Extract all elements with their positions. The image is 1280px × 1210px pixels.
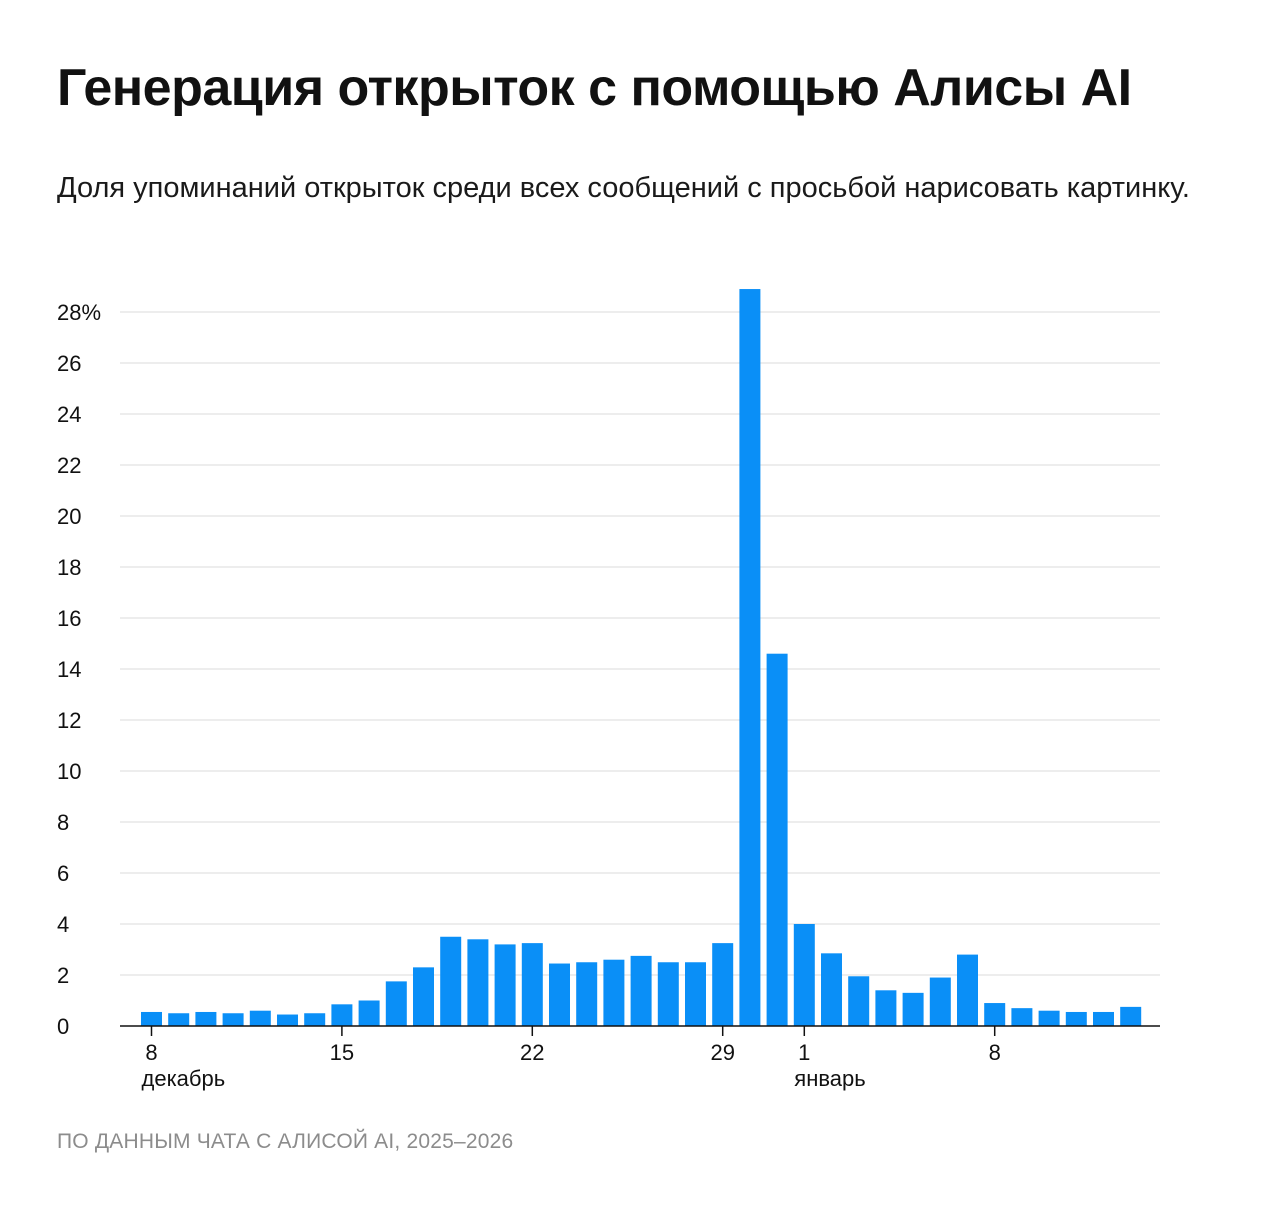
bar [494, 944, 516, 1026]
x-tick-label: 15 [330, 1040, 354, 1065]
bar [630, 955, 652, 1026]
bar [304, 1013, 326, 1026]
bar [195, 1011, 217, 1026]
bar [875, 990, 897, 1026]
bar [413, 967, 434, 1026]
y-tick-label: 0 [57, 1014, 69, 1039]
y-tick-label: 20 [57, 504, 81, 529]
bar [685, 962, 706, 1026]
bar [576, 962, 598, 1026]
y-tick-label: 12 [57, 708, 81, 733]
bar [222, 1013, 244, 1026]
month-label: январь [794, 1066, 865, 1091]
bar [277, 1014, 298, 1026]
chart-subtitle: Доля упоминаний открыток среди всех сооб… [57, 172, 1190, 204]
bar [902, 992, 924, 1026]
bar [821, 953, 842, 1026]
x-tick-label: 8 [989, 1040, 1001, 1065]
bar [358, 1000, 380, 1026]
y-tick-label: 8 [57, 810, 69, 835]
bar [984, 1003, 1006, 1026]
bar [1011, 1008, 1033, 1026]
y-tick-label: 28% [57, 300, 101, 325]
bar [331, 1004, 353, 1026]
bar [467, 939, 489, 1026]
month-label: декабрь [142, 1066, 226, 1091]
data-source-note: ПО ДАННЫМ ЧАТА С АЛИСОЙ AI, 2025–2026 [57, 1130, 514, 1153]
x-tick-label: 1 [798, 1040, 810, 1065]
bar [848, 976, 870, 1026]
y-tick-label: 14 [57, 657, 81, 682]
y-tick-label: 2 [57, 963, 69, 988]
x-tick-label: 29 [710, 1040, 734, 1065]
y-tick-label: 4 [57, 912, 69, 937]
bar [929, 977, 951, 1026]
bar [385, 981, 407, 1026]
y-tick-label: 16 [57, 606, 81, 631]
bar [549, 963, 570, 1026]
bar [440, 936, 462, 1026]
bars [141, 289, 1142, 1026]
bar [521, 943, 543, 1026]
bar [712, 943, 734, 1026]
bar [657, 962, 679, 1026]
bar [957, 954, 978, 1026]
bar [793, 924, 815, 1026]
bar [739, 289, 761, 1026]
bar [168, 1013, 190, 1026]
bar [766, 653, 788, 1026]
y-tick-label: 22 [57, 453, 81, 478]
y-tick-label: 18 [57, 555, 81, 580]
y-tick-label: 26 [57, 351, 81, 376]
bar [1038, 1010, 1060, 1026]
bar [1093, 1011, 1114, 1026]
bar [1120, 1006, 1142, 1026]
x-tick-label: 8 [145, 1040, 157, 1065]
y-tick-label: 24 [57, 402, 81, 427]
y-tick-label: 6 [57, 861, 69, 886]
x-tick-label: 22 [520, 1040, 544, 1065]
axes [120, 1025, 1160, 1036]
bar [603, 959, 625, 1026]
bar [249, 1010, 271, 1026]
y-tick-label: 10 [57, 759, 81, 784]
bar [141, 1011, 162, 1026]
gridlines [120, 311, 1160, 976]
chart-title: Генерация открыток с помощью Алисы AI [57, 59, 1132, 117]
bar [1065, 1011, 1087, 1026]
